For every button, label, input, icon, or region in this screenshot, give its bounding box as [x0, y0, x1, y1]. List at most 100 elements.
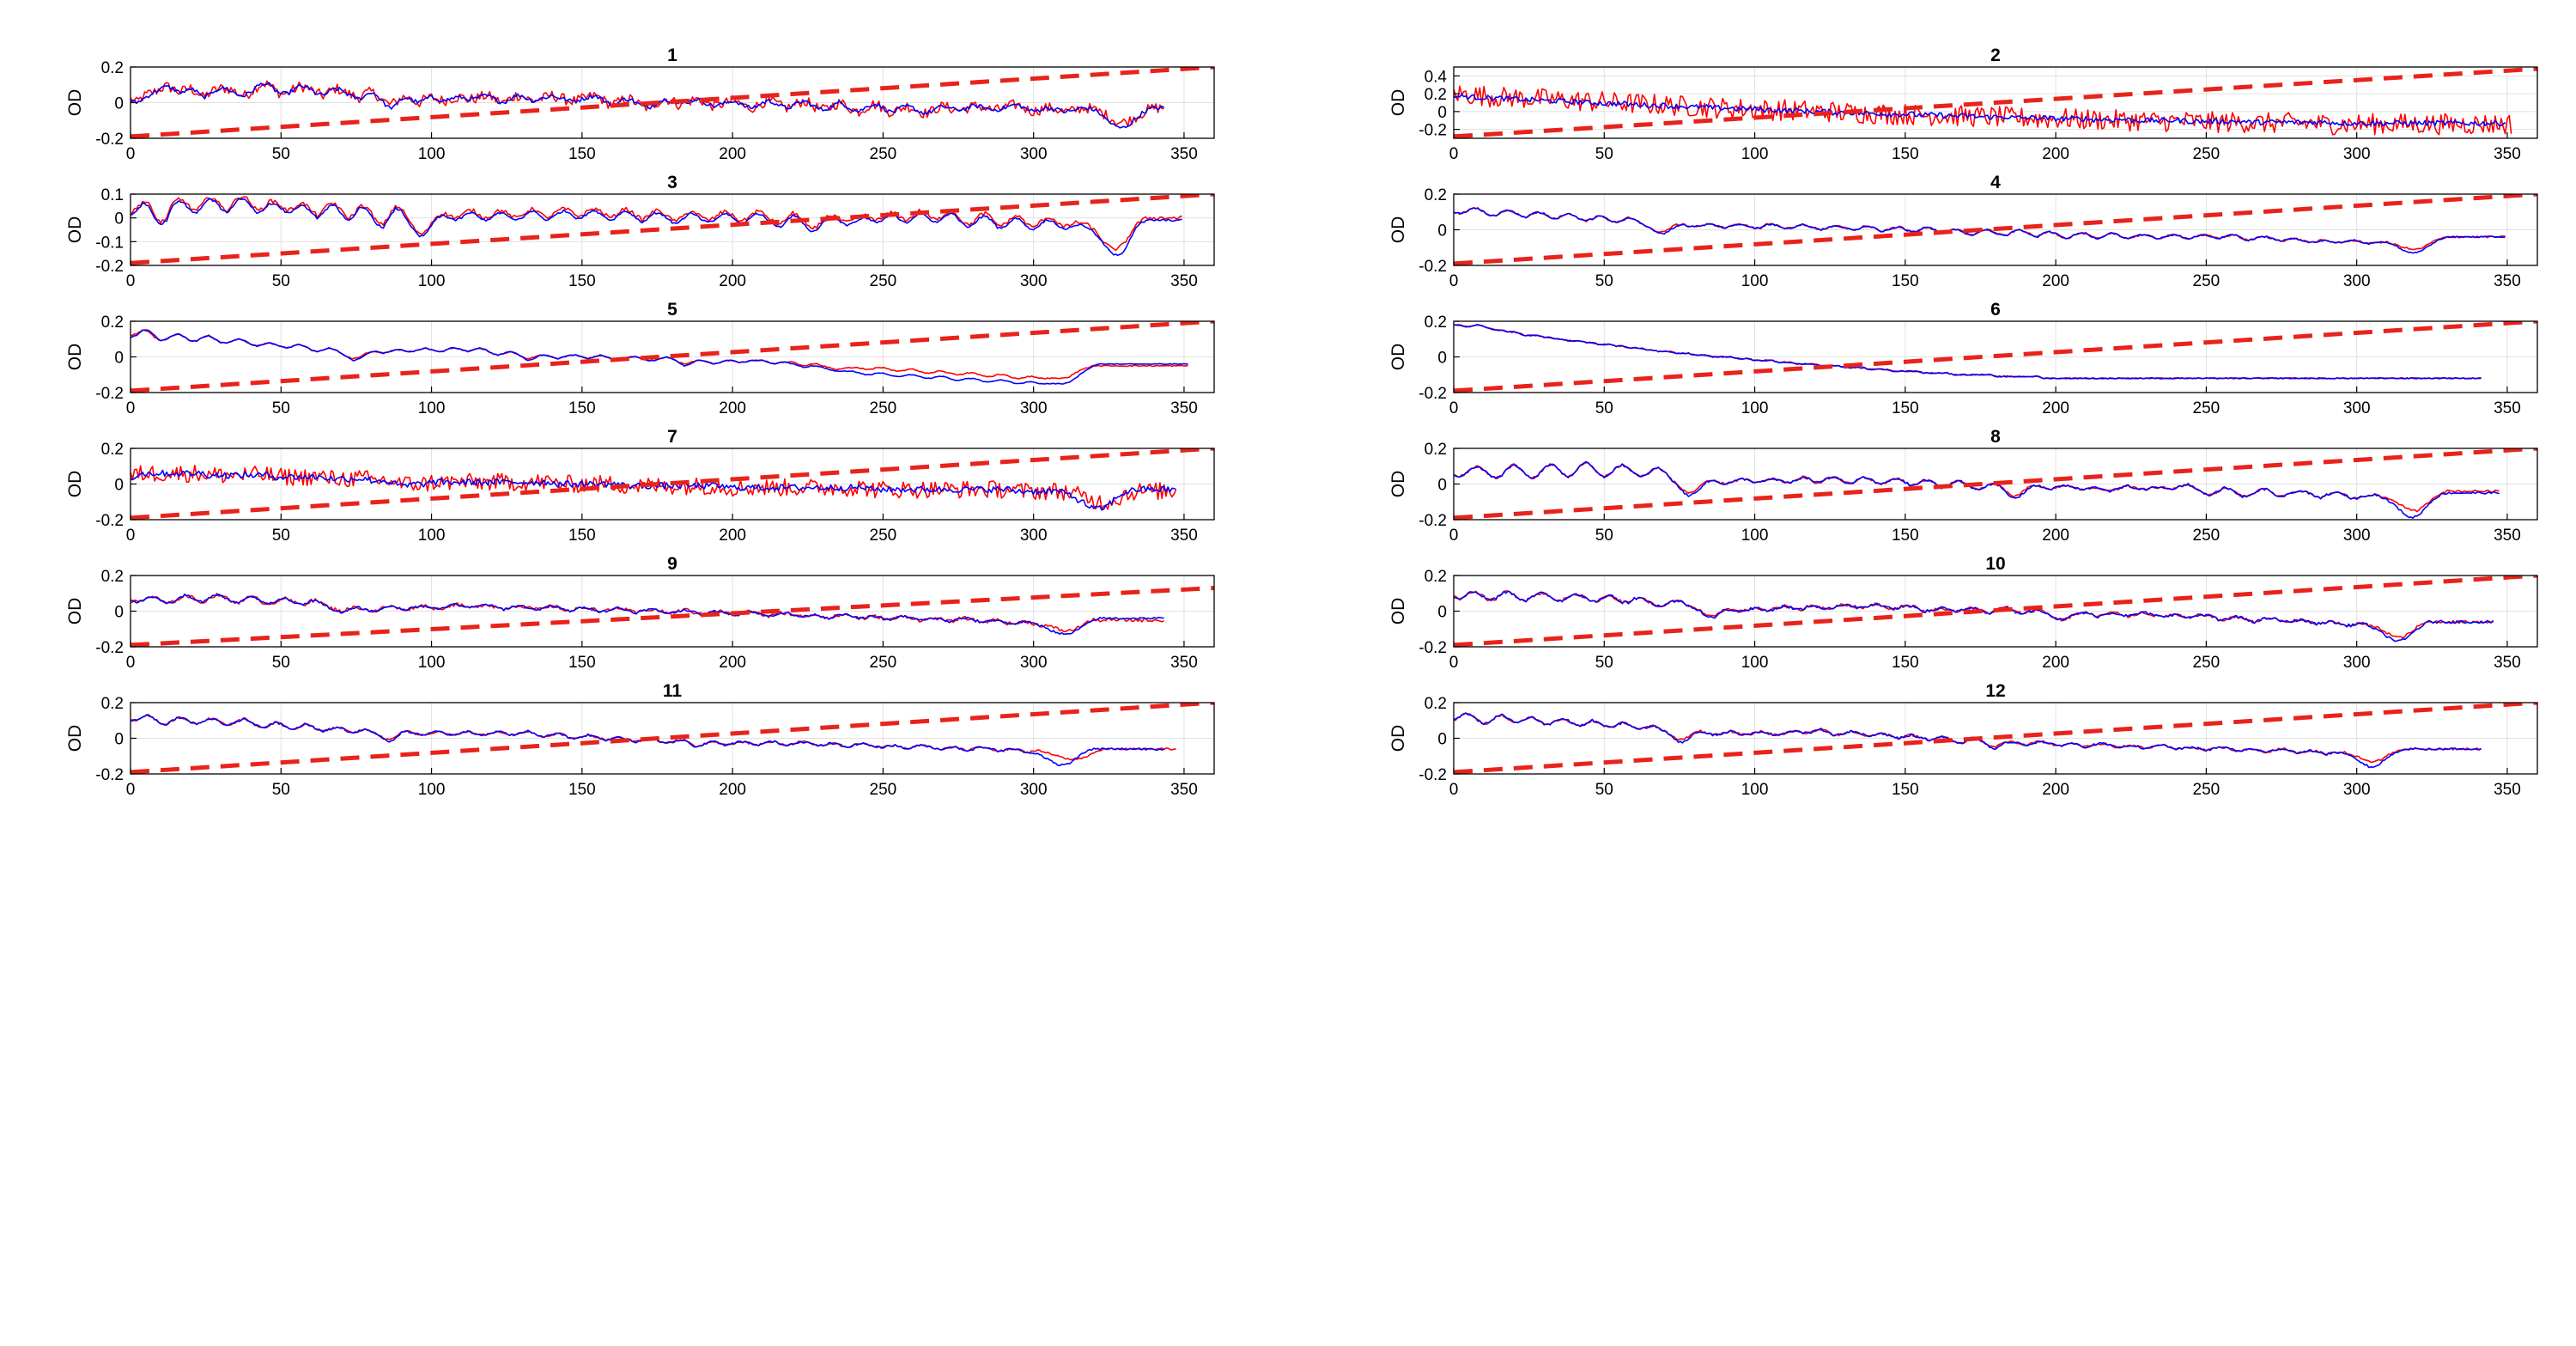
x-tick-label: 350: [2494, 272, 2521, 290]
y-tick-label: -0.2: [1419, 639, 1447, 657]
x-tick-label: 250: [870, 654, 897, 672]
subplot-3: 0 50 100 150 200 250 300 350 0.1 0 -0.1 -0.2 3 OD: [65, 173, 1215, 290]
y-axis-label: OD: [65, 344, 85, 371]
x-tick-label: 200: [2042, 145, 2069, 163]
x-tick-label: 350: [1170, 145, 1198, 163]
subplot-title: 2: [1990, 46, 2001, 65]
series-group: [1454, 321, 2537, 393]
y-tick-label: 0.2: [1425, 314, 1447, 332]
x-tick-label: 150: [1892, 527, 1919, 545]
x-tick-label: 150: [568, 145, 596, 163]
subplot-title: 1: [667, 46, 677, 65]
x-tick-label: 100: [418, 145, 446, 163]
y-tick-label: 0: [1437, 350, 1447, 368]
x-tick-label: 100: [1741, 654, 1769, 672]
reference-dashed-line: [1454, 321, 2537, 393]
series-line-blue: [1454, 324, 2482, 380]
x-tick-label: 250: [870, 145, 897, 163]
series-group: [131, 586, 1214, 647]
x-tick-label: 100: [418, 781, 446, 799]
y-tick-label: -0.2: [1419, 385, 1447, 403]
x-tick-label: 350: [1170, 399, 1198, 417]
subplot-title: 12: [1985, 681, 2005, 701]
x-tick-label: 250: [2193, 272, 2221, 290]
series-group: [1454, 448, 2537, 520]
x-tick-label: 200: [719, 527, 746, 545]
x-tick-label: 50: [1595, 527, 1613, 545]
y-tick-label: -0.1: [95, 234, 124, 252]
x-tick-label: 300: [2343, 781, 2371, 799]
subplot-title: 10: [1985, 554, 2005, 574]
x-tick-label: 300: [1020, 272, 1048, 290]
y-tick-label: 0.2: [101, 568, 124, 586]
series-group: [131, 67, 1214, 138]
y-axis-label: OD: [65, 89, 85, 117]
series-group: [131, 448, 1214, 520]
x-tick-label: 200: [2042, 654, 2069, 672]
y-tick-label: 0: [1437, 222, 1447, 241]
x-tick-label: 0: [1449, 145, 1459, 163]
y-tick-label: -0.2: [95, 385, 124, 403]
series-line-blue: [131, 594, 1164, 635]
y-tick-label: 0: [114, 350, 124, 368]
y-axis-label: OD: [65, 216, 85, 244]
series-line-blue: [131, 82, 1165, 129]
y-tick-label: 0.1: [101, 186, 124, 204]
y-axis-label: OD: [1388, 344, 1408, 371]
subplot-title: 4: [1990, 173, 2001, 192]
x-tick-label: 50: [272, 781, 290, 799]
y-tick-label: -0.2: [95, 131, 124, 149]
reference-dashed-line: [131, 703, 1214, 774]
x-tick-label: 150: [568, 527, 596, 545]
y-axis-label: OD: [65, 598, 85, 625]
x-tick-label: 350: [2494, 145, 2521, 163]
reference-dashed-line: [131, 67, 1214, 138]
x-tick-label: 300: [2343, 145, 2371, 163]
y-tick-label: -0.2: [95, 258, 124, 276]
series-line-blue: [1454, 590, 2494, 643]
x-tick-label: 50: [272, 145, 290, 163]
x-tick-label: 200: [2042, 399, 2069, 417]
x-tick-label: 200: [719, 399, 746, 417]
x-tick-label: 250: [2193, 527, 2221, 545]
x-tick-label: 300: [2343, 654, 2371, 672]
y-tick-label: 0: [1437, 104, 1447, 122]
y-tick-label: 0.2: [101, 695, 124, 713]
x-tick-label: 350: [2494, 527, 2521, 545]
x-tick-label: 300: [1020, 527, 1048, 545]
y-tick-label: -0.2: [1419, 258, 1447, 276]
y-tick-label: 0: [114, 731, 124, 749]
x-tick-label: 250: [870, 399, 897, 417]
y-tick-label: 0: [114, 604, 124, 622]
x-tick-label: 200: [719, 654, 746, 672]
x-tick-label: 0: [126, 399, 136, 417]
x-tick-label: 200: [719, 781, 746, 799]
x-tick-label: 150: [568, 272, 596, 290]
y-axis-label: OD: [1388, 216, 1408, 244]
x-tick-label: 50: [1595, 781, 1613, 799]
reference-dashed-line: [131, 448, 1214, 520]
series-group: [131, 703, 1214, 774]
x-tick-label: 300: [1020, 145, 1048, 163]
series-line-red: [131, 196, 1182, 252]
reference-dashed-line: [131, 194, 1214, 265]
y-tick-label: 0.2: [101, 314, 124, 332]
x-tick-label: 350: [2494, 399, 2521, 417]
x-tick-label: 0: [126, 654, 136, 672]
y-tick-label: 0: [114, 95, 124, 113]
x-tick-label: 250: [870, 527, 897, 545]
x-tick-label: 250: [870, 781, 897, 799]
x-tick-label: 200: [719, 145, 746, 163]
x-tick-label: 150: [1892, 272, 1919, 290]
reference-dashed-line: [1454, 67, 2537, 138]
x-tick-label: 100: [418, 654, 446, 672]
y-tick-label: 0: [1437, 731, 1447, 749]
x-tick-label: 300: [1020, 654, 1048, 672]
reference-dashed-line: [131, 321, 1214, 393]
series-group: [131, 321, 1214, 393]
